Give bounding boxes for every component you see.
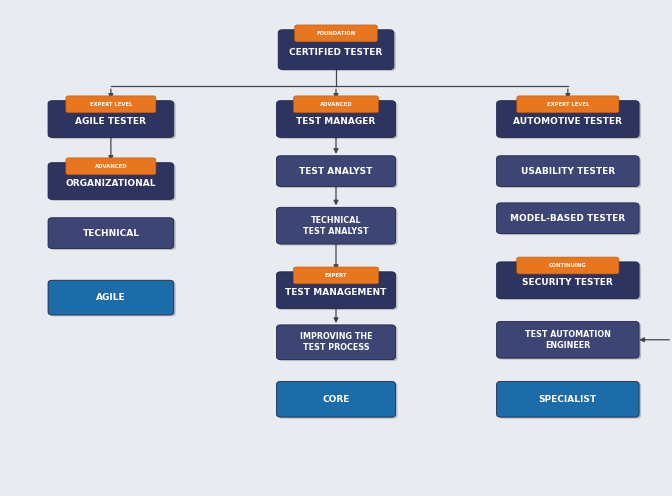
Text: MODEL-BASED TESTER: MODEL-BASED TESTER [510,214,626,223]
FancyBboxPatch shape [294,25,378,42]
FancyBboxPatch shape [66,96,156,113]
FancyBboxPatch shape [276,156,395,186]
Text: EXPERT LEVEL: EXPERT LEVEL [546,102,589,107]
FancyBboxPatch shape [50,219,176,250]
FancyBboxPatch shape [50,164,176,201]
FancyBboxPatch shape [517,257,619,274]
FancyBboxPatch shape [497,262,639,299]
Text: TEST MANAGER: TEST MANAGER [296,117,376,126]
Text: EXPERT: EXPERT [325,273,347,278]
Text: ADVANCED: ADVANCED [95,164,127,169]
FancyBboxPatch shape [497,203,639,234]
FancyBboxPatch shape [276,325,395,360]
FancyBboxPatch shape [497,321,639,358]
Text: CORE: CORE [323,395,349,404]
FancyBboxPatch shape [294,96,378,113]
FancyBboxPatch shape [280,31,396,71]
FancyBboxPatch shape [517,96,619,113]
Text: CERTIFIED TESTER: CERTIFIED TESTER [290,48,382,57]
FancyBboxPatch shape [276,207,395,244]
Text: EXPERT LEVEL: EXPERT LEVEL [89,102,132,107]
FancyBboxPatch shape [276,381,395,417]
Text: USABILITY TESTER: USABILITY TESTER [521,167,615,176]
FancyBboxPatch shape [66,158,156,175]
FancyBboxPatch shape [278,102,397,139]
FancyBboxPatch shape [48,280,173,315]
Text: TEST AUTOMATION
ENGINEER: TEST AUTOMATION ENGINEER [525,330,611,350]
FancyBboxPatch shape [276,101,395,137]
Text: TEST MANAGEMENT: TEST MANAGEMENT [286,288,386,297]
Text: FOUNDATION: FOUNDATION [317,31,355,36]
FancyBboxPatch shape [497,156,639,186]
Text: AGILE TESTER: AGILE TESTER [75,117,146,126]
FancyBboxPatch shape [278,30,394,69]
Text: SECURITY TESTER: SECURITY TESTER [522,278,614,287]
Text: CONTINUING: CONTINUING [549,263,587,268]
Text: AUTOMOTIVE TESTER: AUTOMOTIVE TESTER [513,117,622,126]
FancyBboxPatch shape [499,102,641,139]
Text: AGILE: AGILE [96,293,126,302]
FancyBboxPatch shape [278,157,397,188]
Text: TECHNICAL: TECHNICAL [83,229,139,238]
FancyBboxPatch shape [499,263,641,300]
Text: SPECIALIST: SPECIALIST [539,395,597,404]
FancyBboxPatch shape [50,102,176,139]
FancyBboxPatch shape [499,323,641,360]
FancyBboxPatch shape [497,101,639,137]
FancyBboxPatch shape [499,204,641,235]
FancyBboxPatch shape [278,273,397,310]
Text: ADVANCED: ADVANCED [320,102,352,107]
FancyBboxPatch shape [48,218,173,248]
FancyBboxPatch shape [48,101,173,137]
FancyBboxPatch shape [50,282,176,316]
FancyBboxPatch shape [276,272,395,309]
Text: TEST ANALYST: TEST ANALYST [299,167,373,176]
FancyBboxPatch shape [499,157,641,188]
FancyBboxPatch shape [278,326,397,361]
FancyBboxPatch shape [499,383,641,419]
FancyBboxPatch shape [497,381,639,417]
FancyBboxPatch shape [278,209,397,246]
FancyBboxPatch shape [48,163,173,199]
FancyBboxPatch shape [278,383,397,419]
Text: IMPROVING THE
TEST PROCESS: IMPROVING THE TEST PROCESS [300,332,372,352]
Text: ORGANIZATIONAL: ORGANIZATIONAL [66,179,156,188]
Text: TECHNICAL
TEST ANALYST: TECHNICAL TEST ANALYST [303,216,369,236]
FancyBboxPatch shape [294,267,378,284]
